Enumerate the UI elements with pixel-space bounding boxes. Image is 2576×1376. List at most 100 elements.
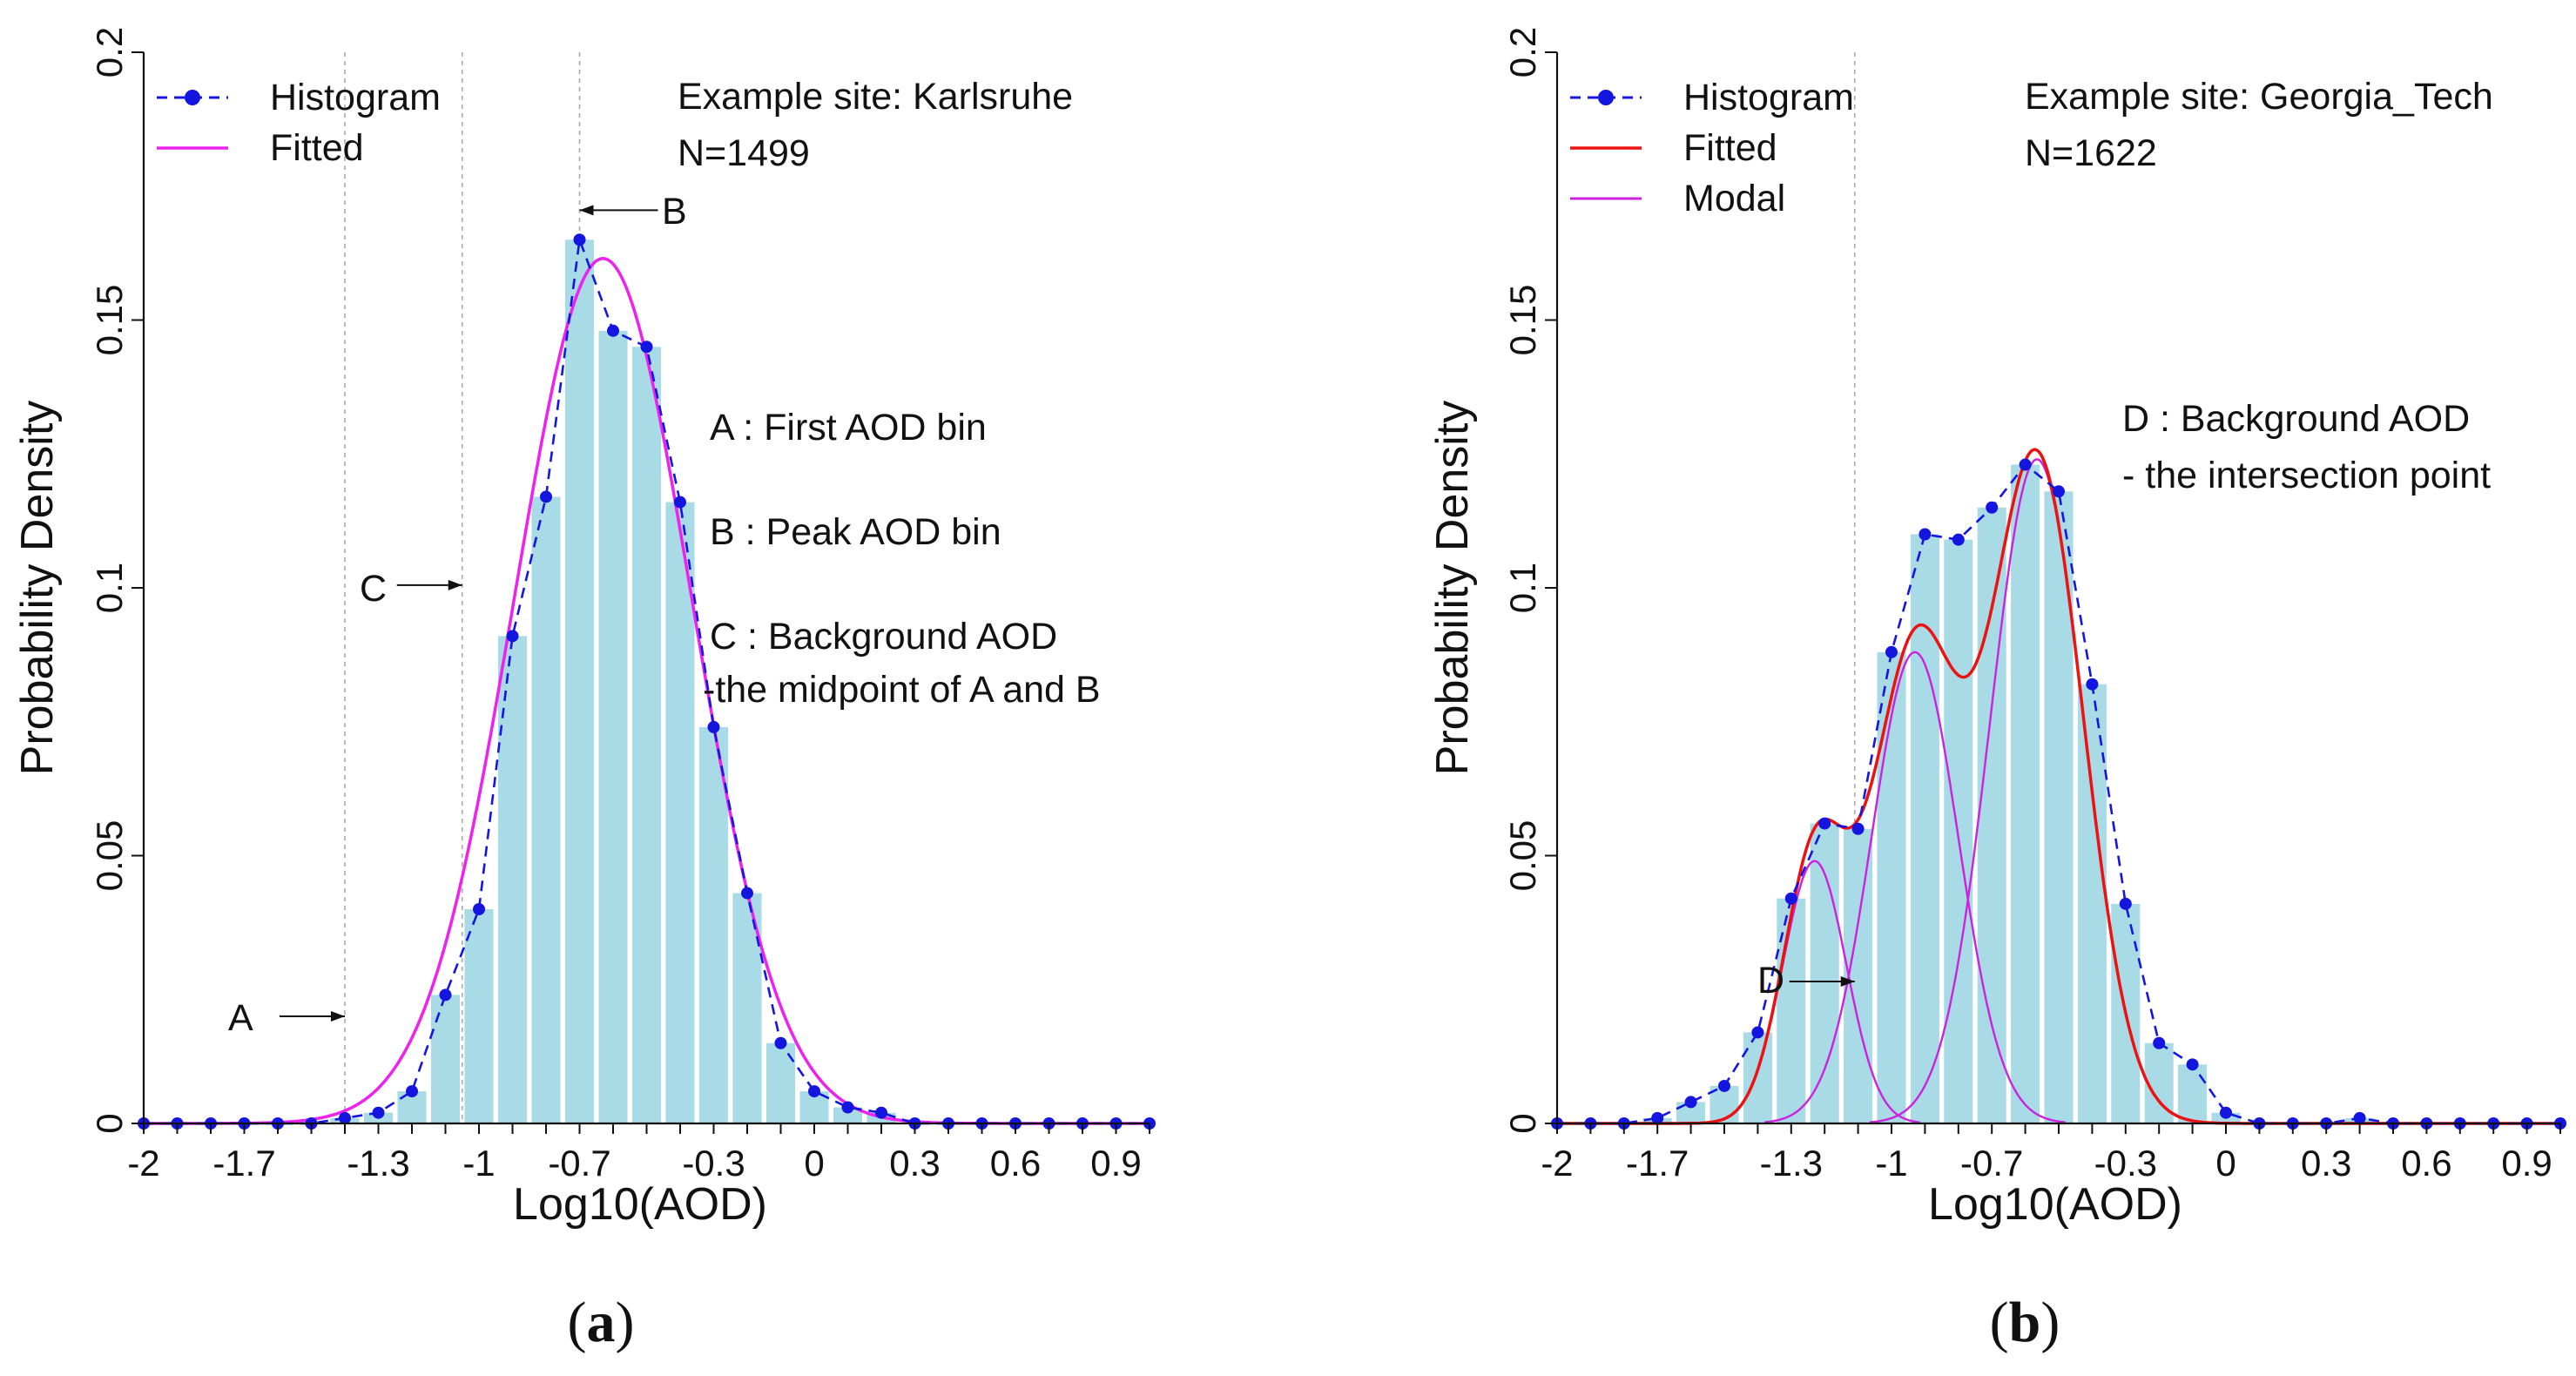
histogram-point	[540, 490, 552, 503]
x-tick-label: -1	[462, 1143, 495, 1184]
legend-histogram-dot	[1598, 90, 1614, 105]
histogram-point	[1718, 1079, 1730, 1092]
x-tick-label: 0.3	[889, 1143, 940, 1184]
axes: -2 -1.7 -1.3 -1 -0.7 -0.3 0 0.3 0.6 0.9 0 0.05 0.1 0.…	[1502, 27, 2561, 1184]
site-label: Example site: Karlsruhe	[678, 76, 1073, 118]
legend-fitted-label: Fitted	[1683, 127, 1777, 169]
x-tick-label: 0	[2215, 1143, 2235, 1184]
histogram-point	[506, 630, 519, 643]
histogram-point	[1952, 533, 1965, 546]
histogram-point	[674, 496, 686, 509]
x-axis-title: Log10(AOD)	[1928, 1179, 2182, 1230]
panel-label-a: (a)	[568, 1291, 635, 1354]
histogram-point	[2119, 897, 2132, 910]
bar-layer	[330, 239, 896, 1123]
histogram-point	[439, 988, 452, 1002]
histogram-point	[573, 233, 586, 246]
legend: Histogram Fitted Modal	[1570, 77, 1854, 219]
x-tick-label: -0.3	[682, 1143, 745, 1184]
histogram-point	[1851, 822, 1865, 835]
histogram-bar	[1743, 1032, 1772, 1123]
histogram-point	[406, 1085, 418, 1098]
histogram-point	[607, 324, 619, 337]
x-tick-label: 0.9	[2501, 1143, 2552, 1184]
histogram-bar	[631, 347, 662, 1123]
y-tick-label: 0.15	[1502, 285, 1543, 356]
histogram-point	[372, 1106, 385, 1119]
desc-d-line1: D : Background AOD	[2122, 398, 2470, 440]
histogram-bar	[430, 995, 461, 1123]
x-axis-title: Log10(AOD)	[513, 1179, 767, 1230]
legend-fitted-label: Fitted	[270, 127, 364, 169]
x-tick-label: -0.7	[548, 1143, 610, 1184]
histogram-point	[808, 1085, 820, 1098]
x-tick-label: 0.6	[990, 1143, 1041, 1184]
histogram-point	[875, 1106, 887, 1119]
x-tick-label: -1.7	[212, 1143, 275, 1184]
panel-a: -2 -1.7 -1.3 -1 -0.7 -0.3 0 0.3 0.6 0.9 0 0.05 0.1 0.…	[12, 27, 1156, 1354]
arrow-head-c	[448, 579, 462, 590]
marker-b-label: B	[662, 191, 687, 233]
histogram-point	[1818, 817, 1831, 830]
panel-b: -2 -1.7 -1.3 -1 -0.7 -0.3 0 0.3 0.6 0.9 0 0.05 0.1 0.…	[1427, 27, 2566, 1354]
y-axis-title: Probability Density	[12, 401, 63, 776]
x-tick-label: 0.9	[1090, 1143, 1141, 1184]
y-tick-label: 0.05	[1502, 820, 1543, 892]
n-label: N=1622	[2025, 132, 2157, 174]
y-tick-label: 0.05	[89, 820, 130, 892]
bar-layer	[1642, 464, 2375, 1123]
site-label: Example site: Georgia_Tech	[2025, 76, 2493, 118]
histogram-bar	[2178, 1064, 2208, 1123]
y-tick-label: 0.15	[89, 285, 130, 356]
histogram-point	[774, 1036, 787, 1049]
histogram-point	[841, 1101, 854, 1114]
histogram-bar	[564, 239, 595, 1123]
desc-a: A : First AOD bin	[710, 407, 987, 449]
axes: -2 -1.7 -1.3 -1 -0.7 -0.3 0 0.3 0.6 0.9 0 0.05 0.1 0.…	[89, 27, 1150, 1184]
histogram-point	[339, 1111, 351, 1124]
modal-curve	[1764, 651, 2066, 1123]
histogram-bar	[1877, 651, 1906, 1123]
arrow-head-d	[1840, 976, 1855, 988]
histogram-point	[2153, 1036, 2166, 1049]
x-tick-label: 0.3	[2301, 1143, 2351, 1184]
x-tick-label: -2	[127, 1143, 159, 1184]
y-tick-label: 0.2	[89, 27, 130, 78]
histogram-bar	[665, 502, 695, 1123]
histogram-point	[741, 887, 753, 900]
histogram-point	[2220, 1106, 2232, 1119]
histogram-bar	[598, 330, 628, 1123]
x-tick-label: 0.6	[2401, 1143, 2451, 1184]
legend-histogram-label: Histogram	[270, 77, 441, 118]
legend: Histogram Fitted	[157, 77, 441, 169]
histogram-point	[2186, 1058, 2199, 1071]
marker-d-label: D	[1757, 960, 1784, 1002]
histogram-bar	[1910, 534, 1939, 1123]
histogram-bar	[765, 1042, 796, 1123]
x-tick-label: -0.3	[2094, 1143, 2157, 1184]
histogram-bar	[2077, 684, 2107, 1123]
panel-label-b: (b)	[1990, 1291, 2060, 1354]
y-axis-title: Probability Density	[1427, 401, 1478, 776]
marker-a-label: A	[228, 997, 253, 1039]
histogram-point	[1684, 1096, 1697, 1109]
y-tick-label: 0	[89, 1113, 130, 1133]
x-tick-label: -1.3	[1760, 1143, 1823, 1184]
histogram-bar	[531, 496, 561, 1123]
histogram-point	[1751, 1026, 1764, 1039]
histogram-bar	[833, 1107, 863, 1123]
desc-d-line2: - the intersection point	[2122, 455, 2491, 496]
desc-b: B : Peak AOD bin	[710, 511, 1001, 553]
y-tick-label: 0.1	[89, 563, 130, 613]
histogram-point	[1986, 501, 1999, 514]
histogram-point	[2353, 1111, 2366, 1124]
x-tick-label: 0	[804, 1143, 824, 1184]
histogram-point	[1784, 892, 1797, 905]
histogram-point	[2019, 458, 2032, 471]
x-tick-label: -1.7	[1626, 1143, 1689, 1184]
histogram-point	[1919, 528, 1932, 541]
n-label: N=1499	[678, 132, 810, 174]
x-tick-label: -1	[1875, 1143, 1907, 1184]
histogram-point	[640, 341, 653, 354]
